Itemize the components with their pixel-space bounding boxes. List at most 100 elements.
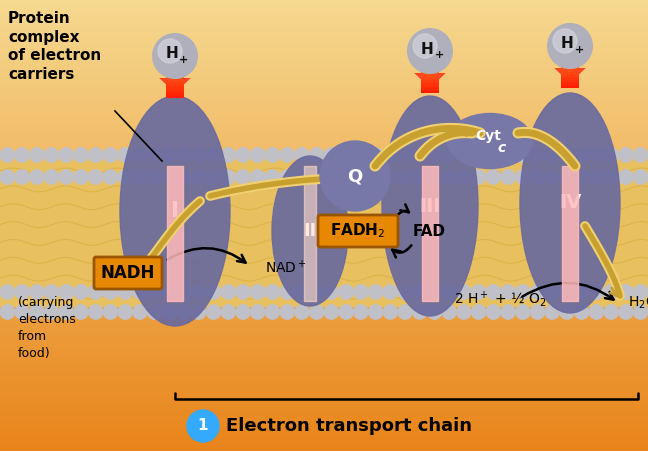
Ellipse shape [120, 96, 230, 326]
Circle shape [604, 147, 619, 162]
Circle shape [88, 147, 103, 162]
Circle shape [501, 285, 516, 299]
Circle shape [191, 170, 206, 184]
Circle shape [44, 304, 59, 319]
Circle shape [553, 29, 577, 53]
Circle shape [294, 170, 309, 184]
Circle shape [29, 147, 44, 162]
Circle shape [633, 304, 648, 319]
Circle shape [397, 170, 413, 184]
Text: FADH$_2$: FADH$_2$ [330, 221, 386, 240]
Circle shape [515, 304, 530, 319]
Circle shape [118, 285, 133, 299]
Circle shape [206, 285, 221, 299]
Circle shape [589, 304, 604, 319]
Circle shape [221, 147, 236, 162]
Circle shape [383, 285, 398, 299]
Circle shape [191, 285, 206, 299]
Circle shape [412, 147, 427, 162]
Circle shape [44, 285, 59, 299]
Circle shape [408, 29, 452, 73]
Circle shape [103, 285, 118, 299]
Circle shape [309, 304, 324, 319]
Circle shape [427, 304, 442, 319]
Circle shape [15, 285, 30, 299]
Circle shape [250, 285, 265, 299]
Circle shape [250, 304, 265, 319]
Circle shape [471, 147, 486, 162]
Circle shape [339, 147, 354, 162]
Circle shape [339, 304, 354, 319]
Circle shape [294, 304, 309, 319]
Circle shape [383, 304, 398, 319]
Circle shape [427, 147, 442, 162]
Circle shape [73, 170, 89, 184]
Circle shape [589, 147, 604, 162]
Circle shape [368, 170, 383, 184]
Ellipse shape [520, 93, 620, 313]
Circle shape [456, 170, 471, 184]
Circle shape [59, 285, 74, 299]
Ellipse shape [272, 156, 348, 306]
Ellipse shape [448, 114, 533, 169]
Circle shape [545, 147, 560, 162]
Text: c: c [498, 141, 506, 155]
Circle shape [0, 304, 15, 319]
Circle shape [103, 147, 118, 162]
Circle shape [88, 285, 103, 299]
FancyArrow shape [414, 61, 446, 88]
Text: H: H [421, 41, 434, 56]
Circle shape [574, 304, 589, 319]
Circle shape [545, 304, 560, 319]
Circle shape [501, 170, 516, 184]
Circle shape [353, 170, 368, 184]
Circle shape [15, 147, 30, 162]
Circle shape [118, 147, 133, 162]
Circle shape [265, 304, 280, 319]
Circle shape [158, 39, 182, 63]
Circle shape [471, 170, 486, 184]
Circle shape [0, 170, 15, 184]
Circle shape [265, 147, 280, 162]
FancyBboxPatch shape [318, 215, 398, 247]
Circle shape [59, 170, 74, 184]
Circle shape [618, 304, 633, 319]
Text: Q: Q [347, 167, 363, 185]
Circle shape [548, 24, 592, 68]
Circle shape [235, 170, 251, 184]
Circle shape [73, 304, 89, 319]
Circle shape [221, 170, 236, 184]
Circle shape [59, 304, 74, 319]
Circle shape [559, 147, 575, 162]
Circle shape [15, 170, 30, 184]
Text: NADH: NADH [101, 264, 155, 282]
Circle shape [191, 304, 206, 319]
Text: +: + [574, 45, 584, 55]
Circle shape [309, 147, 324, 162]
Circle shape [59, 147, 74, 162]
Circle shape [397, 285, 413, 299]
FancyArrow shape [554, 56, 586, 83]
Circle shape [604, 304, 619, 319]
Circle shape [618, 170, 633, 184]
Circle shape [368, 285, 383, 299]
Circle shape [618, 147, 633, 162]
Circle shape [427, 285, 442, 299]
Circle shape [191, 147, 206, 162]
Circle shape [250, 147, 265, 162]
Circle shape [324, 170, 339, 184]
Text: IV: IV [559, 193, 581, 212]
Circle shape [353, 285, 368, 299]
Text: 1: 1 [198, 419, 208, 433]
Circle shape [442, 147, 457, 162]
Circle shape [153, 34, 197, 78]
Circle shape [324, 285, 339, 299]
Circle shape [589, 170, 604, 184]
Circle shape [324, 304, 339, 319]
Circle shape [486, 170, 501, 184]
Circle shape [515, 170, 530, 184]
Circle shape [368, 147, 383, 162]
Circle shape [73, 147, 89, 162]
Circle shape [530, 147, 545, 162]
Circle shape [309, 285, 324, 299]
